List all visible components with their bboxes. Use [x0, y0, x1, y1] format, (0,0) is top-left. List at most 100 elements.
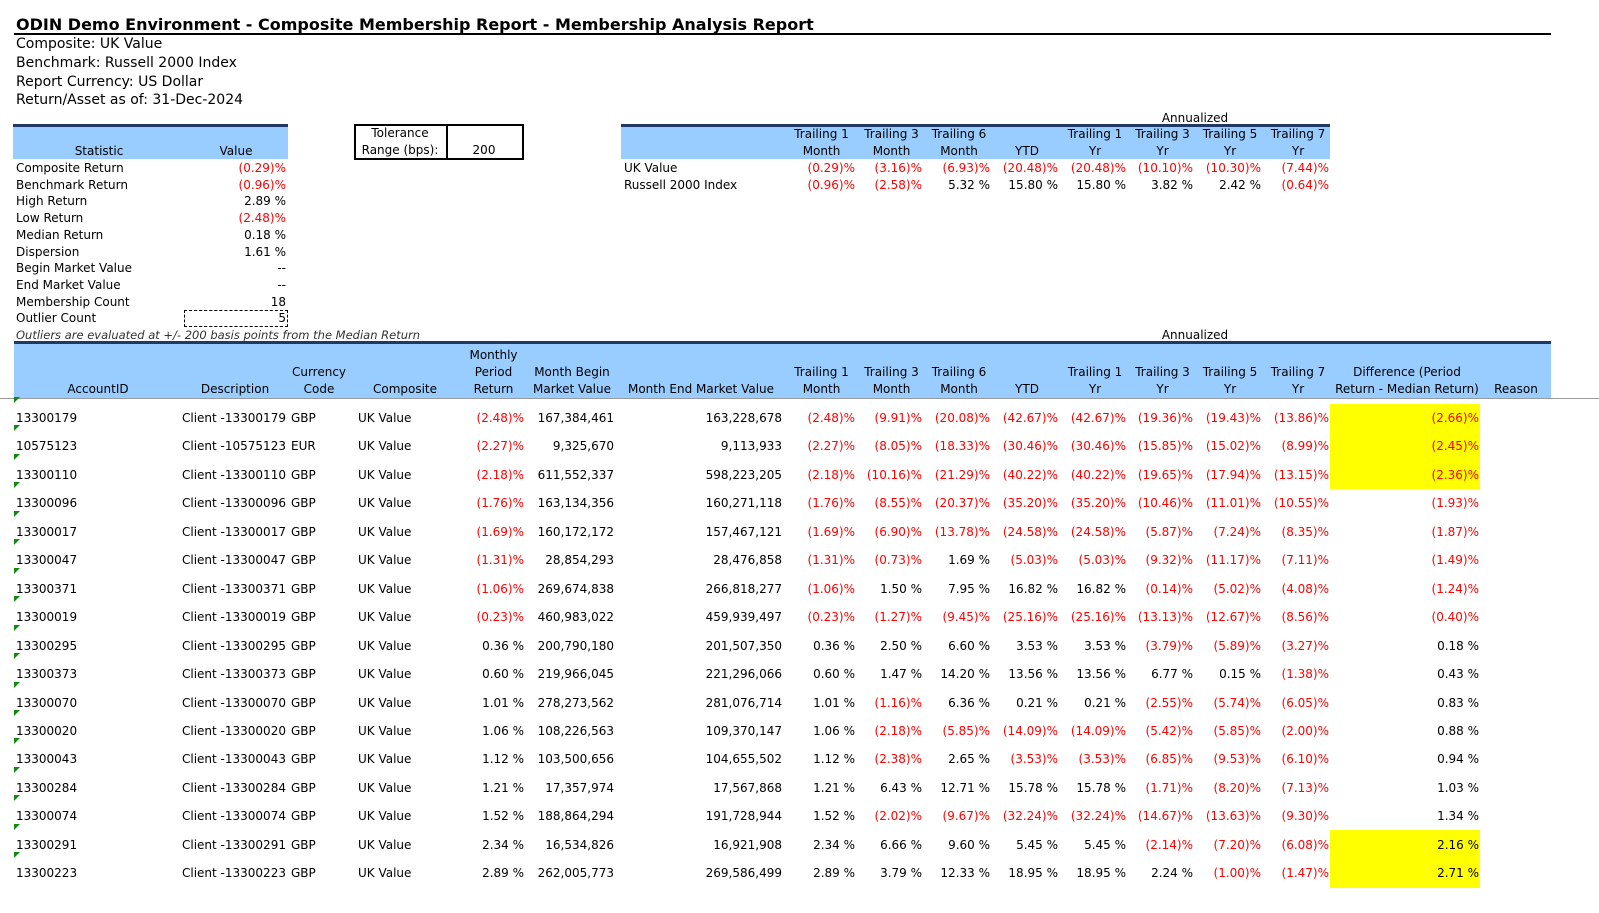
value-cell: (7.24)%	[1213, 524, 1261, 539]
composite: UK Value	[358, 695, 412, 710]
stats-label: Membership Count	[16, 294, 130, 309]
value-cell: (5.87)%	[1145, 524, 1193, 539]
value-cell: (19.65)%	[1137, 467, 1193, 482]
value-cell: 5.45 %	[1016, 837, 1058, 852]
summary-row-label: Russell 2000 Index	[624, 178, 738, 192]
value-cell: (32.24)%	[1070, 809, 1126, 824]
value-cell: 598,223,205	[705, 467, 782, 482]
currency-code: GBP	[291, 638, 316, 653]
summary-value: 15.80 %	[1076, 178, 1126, 192]
value-cell: (3.27)%	[1281, 638, 1329, 653]
description: Client -13300284	[182, 780, 286, 795]
stats-label: End Market Value	[16, 277, 121, 292]
value-cell: (10.16)%	[866, 467, 922, 482]
value-cell: 16,534,826	[545, 837, 614, 852]
value-cell: (7.11)%	[1281, 553, 1329, 568]
value-cell: 201,507,350	[705, 638, 782, 653]
main-header: Month Begin Market Value	[532, 365, 612, 396]
composite: UK Value	[358, 524, 412, 539]
currency-code: GBP	[291, 809, 316, 824]
stats-label: Outlier Count	[16, 311, 97, 326]
account-id: 13300047	[16, 553, 78, 568]
account-id: 13300223	[16, 866, 78, 881]
value-cell: (1.93)%	[1431, 496, 1479, 511]
value-cell: 160,172,172	[537, 524, 614, 539]
value-cell: (32.24)%	[1002, 809, 1058, 824]
value-cell: (14.09)%	[1070, 723, 1126, 738]
value-cell: 9.60 %	[948, 837, 990, 852]
summary-value: (20.48)%	[1070, 161, 1126, 175]
description: Client -13300291	[182, 837, 286, 852]
value-cell: 0.36 %	[482, 638, 524, 653]
info-line: Composite: UK Value	[16, 36, 163, 52]
value-cell: 2.65 %	[948, 752, 990, 767]
value-cell: (8.99)%	[1281, 439, 1329, 454]
value-cell: 18.95 %	[1076, 866, 1126, 881]
cell-note-marker	[14, 425, 20, 432]
info-line: Benchmark: Russell 2000 Index	[16, 55, 237, 71]
value-cell: (6.10)%	[1281, 752, 1329, 767]
value-cell: (2.66)%	[1431, 411, 1479, 425]
description: Client -13300017	[182, 524, 286, 539]
value-cell: (8.20)%	[1213, 780, 1261, 795]
value-cell: 200,790,180	[537, 638, 614, 653]
value-cell: (5.85)%	[942, 723, 990, 738]
outlier-box	[184, 310, 288, 327]
main-group-label: Annualized	[1161, 328, 1229, 342]
value-cell: (8.35)%	[1281, 524, 1329, 539]
value-cell: (18.33)%	[934, 439, 990, 454]
value-cell: (5.89)%	[1213, 638, 1261, 653]
value-cell: 0.43 %	[1437, 667, 1479, 682]
tolerance-value-box	[446, 124, 524, 160]
cell-highlight	[1330, 431, 1480, 461]
value-cell: 1.50 %	[880, 581, 922, 596]
cell-note-marker	[14, 567, 20, 574]
value-cell: (8.05)%	[874, 439, 922, 454]
value-cell: (30.46)%	[1070, 439, 1126, 454]
summary-header-band	[621, 124, 1330, 159]
account-id: 13300096	[16, 496, 78, 511]
value-cell: (11.01)%	[1205, 496, 1261, 511]
main-header-band	[14, 341, 1551, 398]
account-id: 13300070	[16, 695, 78, 710]
value-cell: 611,552,337	[537, 467, 614, 482]
value-cell: 0.83 %	[1437, 695, 1479, 710]
summary-value: 5.32 %	[948, 178, 990, 192]
value-cell: (13.13)%	[1137, 610, 1193, 625]
value-cell: 0.60 %	[813, 667, 855, 682]
value-cell: (24.58)%	[1002, 524, 1058, 539]
value-cell: (2.18)%	[807, 467, 855, 482]
value-cell: 219,966,045	[537, 667, 614, 682]
value-cell: (1.47)%	[1281, 866, 1329, 881]
value-cell: (1.06)%	[476, 581, 524, 596]
value-cell: 17,357,974	[545, 780, 614, 795]
cell-note-marker	[14, 510, 20, 517]
value-cell: (13.78)%	[934, 524, 990, 539]
value-cell: (7.13)%	[1281, 780, 1329, 795]
composite: UK Value	[358, 581, 412, 596]
currency-code: GBP	[291, 667, 316, 682]
value-cell: (8.56)%	[1281, 610, 1329, 625]
main-header: Composite	[372, 382, 438, 396]
currency-code: GBP	[291, 837, 316, 852]
main-header: Trailing 6 Month	[931, 365, 987, 396]
value-cell: (40.22)%	[1002, 467, 1058, 482]
cell-highlight	[1330, 830, 1480, 860]
summary-value: (2.58)%	[874, 178, 922, 192]
value-cell: 17,567,868	[713, 780, 782, 795]
value-cell: 163,228,678	[705, 411, 782, 425]
summary-group-label: Annualized	[1161, 111, 1229, 125]
description: Client -13300223	[182, 866, 286, 881]
value-cell: 459,939,497	[705, 610, 782, 625]
value-cell: (2.14)%	[1145, 837, 1193, 852]
account-id: 13300019	[16, 610, 78, 625]
value-cell: (19.43)%	[1205, 411, 1261, 425]
value-cell: 2.50 %	[880, 638, 922, 653]
value-cell: (2.02)%	[874, 809, 922, 824]
account-id: 13300179	[16, 411, 78, 425]
stats-value: 0.18 %	[244, 227, 286, 242]
value-cell: 1.52 %	[813, 809, 855, 824]
outlier-note: Outliers are evaluated at +/- 200 basis …	[16, 328, 421, 342]
summary-value: (20.48)%	[1002, 161, 1058, 175]
